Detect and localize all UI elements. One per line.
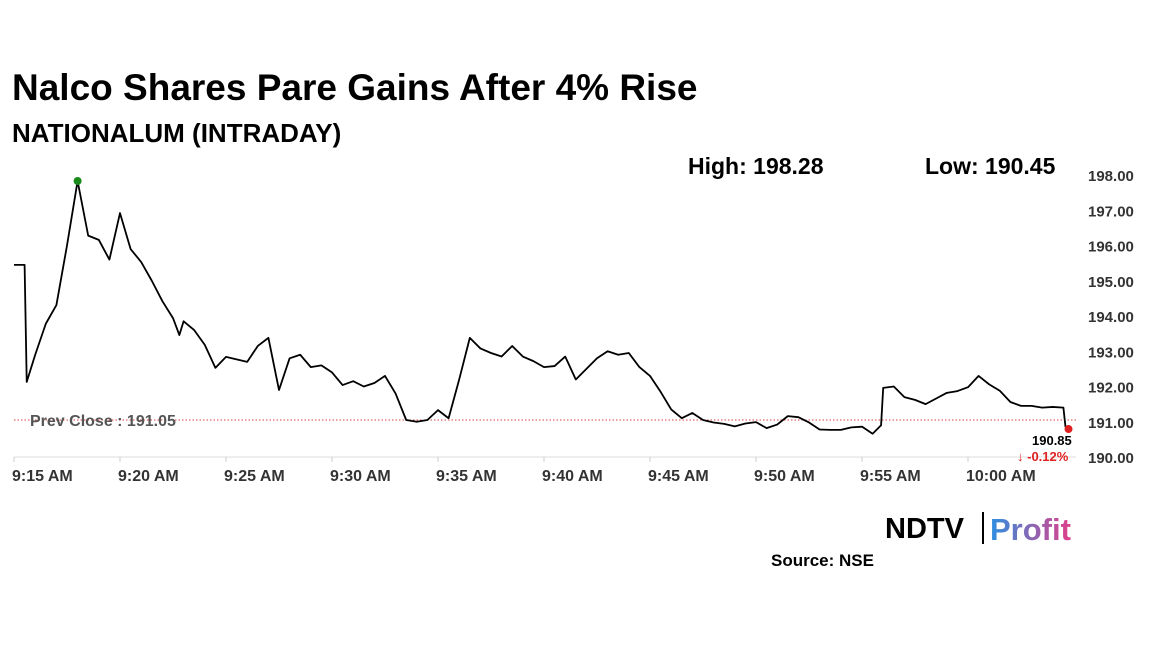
logo-left: NDTV — [885, 513, 965, 545]
chart-subtitle: NATIONALUM (INTRADAY) — [12, 118, 341, 148]
x-tick-label: 9:45 AM — [648, 468, 709, 485]
y-tick-label: 193.00 — [1088, 344, 1134, 361]
y-tick-label: 196.00 — [1088, 239, 1134, 256]
change-label: ↓ -0.12% — [1017, 449, 1069, 464]
x-tick-label: 9:20 AM — [118, 468, 179, 485]
x-tick-label: 9:55 AM — [860, 468, 921, 485]
y-tick-label: 197.00 — [1088, 203, 1134, 220]
x-tick-label: 10:00 AM — [966, 468, 1036, 485]
x-tick-label: 9:25 AM — [224, 468, 285, 485]
x-tick-label: 9:50 AM — [754, 468, 815, 485]
y-tick-label: 198.00 — [1088, 168, 1134, 185]
last-marker — [1064, 425, 1073, 434]
y-tick-label: 194.00 — [1088, 309, 1134, 326]
x-tick-label: 9:30 AM — [330, 468, 391, 485]
x-tick-label: 9:35 AM — [436, 468, 497, 485]
chart-title: Nalco Shares Pare Gains After 4% Rise — [12, 67, 698, 108]
high-marker — [73, 176, 82, 185]
y-tick-label: 192.00 — [1088, 380, 1134, 397]
source: Source: NSE — [771, 551, 874, 570]
y-tick-label: 191.00 — [1088, 415, 1134, 432]
x-tick-label: 9:15 AM — [12, 468, 73, 485]
logo-right: Profit — [990, 512, 1071, 547]
y-tick-label: 195.00 — [1088, 274, 1134, 291]
high-label: High: 198.28 — [688, 153, 824, 179]
price-line — [14, 180, 1067, 435]
low-label: Low: 190.45 — [925, 153, 1056, 179]
last-value-label: 190.85 — [1032, 433, 1072, 448]
prev-close-label: Prev Close : 191.05 — [30, 413, 176, 430]
x-tick-label: 9:40 AM — [542, 468, 603, 485]
y-tick-label: 190.00 — [1088, 450, 1134, 467]
